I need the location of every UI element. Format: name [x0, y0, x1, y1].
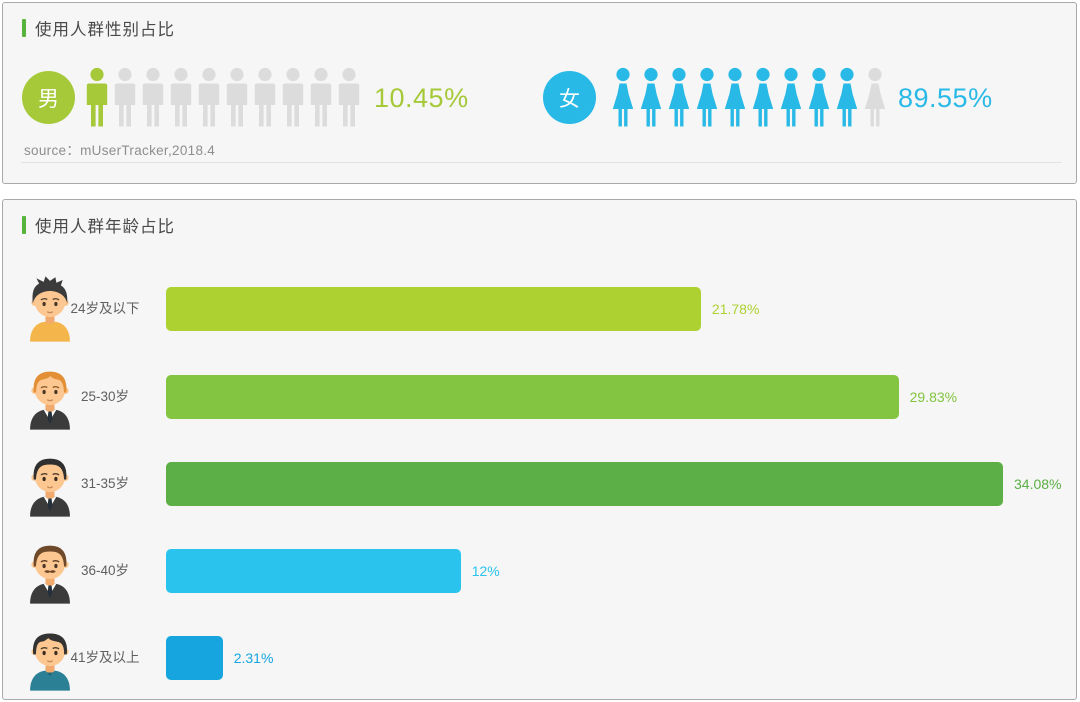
gender-panel-title-text: 使用人群性别占比 — [35, 21, 175, 39]
avatar-teal-shirt-icon — [21, 624, 79, 692]
title-accent-bar — [22, 216, 26, 234]
female-badge: 女 — [543, 71, 596, 124]
age-row-31-35: 31-35岁 34.08% — [3, 450, 1076, 518]
source-caption: source：mUserTracker,2018.4 — [24, 143, 216, 158]
age-panel: 使用人群年龄占比 24岁及以下 21.78% — [2, 199, 1077, 700]
age-bar-value: 12% — [471, 563, 500, 579]
age-row-over41: 41岁及以上 2.31% — [3, 624, 1076, 692]
avatar-black-hair-suit-icon — [21, 450, 79, 518]
male-pictogram-row — [84, 67, 364, 129]
female-pictogram-row — [610, 67, 890, 129]
gender-panel-title: 使用人群性别占比 — [22, 16, 175, 40]
age-bar-25-30 — [166, 375, 899, 419]
source-divider — [21, 162, 1062, 163]
age-panel-title: 使用人群年龄占比 — [22, 213, 175, 237]
female-badge-label: 女 — [559, 87, 580, 111]
age-bar-under24 — [166, 287, 701, 331]
age-row-25-30: 25-30岁 29.83% — [3, 363, 1076, 431]
age-label: 31-35岁 — [80, 476, 130, 491]
age-bar-value: 34.08% — [1014, 476, 1062, 492]
avatar-orange-hair-suit-icon — [21, 363, 79, 431]
age-row-36-40: 36-40岁 12% — [3, 537, 1076, 605]
age-label: 41岁及以上 — [70, 650, 140, 665]
avatar-mustache-suit-icon — [21, 537, 79, 605]
title-accent-bar — [22, 19, 26, 37]
gender-panel: 使用人群性别占比 男 10.45% 女 89.55% source：mUserT… — [2, 2, 1077, 184]
age-bar-31-35 — [166, 462, 1003, 506]
age-panel-title-text: 使用人群年龄占比 — [35, 218, 175, 236]
age-bar-value: 2.31% — [233, 650, 274, 666]
age-row-under24: 24岁及以下 21.78% — [3, 275, 1076, 343]
age-bar-over41 — [166, 636, 223, 680]
age-bar-36-40 — [166, 549, 461, 593]
avatar-young-man-icon — [21, 275, 79, 343]
male-badge: 男 — [22, 71, 75, 124]
age-bar-value: 29.83% — [909, 389, 958, 405]
male-percent-value: 10.45% — [374, 83, 469, 113]
age-label: 24岁及以下 — [70, 301, 140, 316]
female-percent-value: 89.55% — [898, 83, 993, 113]
male-badge-label: 男 — [38, 87, 59, 111]
age-label: 36-40岁 — [80, 563, 130, 578]
age-label: 25-30岁 — [80, 389, 130, 404]
age-bar-value: 21.78% — [711, 301, 760, 317]
